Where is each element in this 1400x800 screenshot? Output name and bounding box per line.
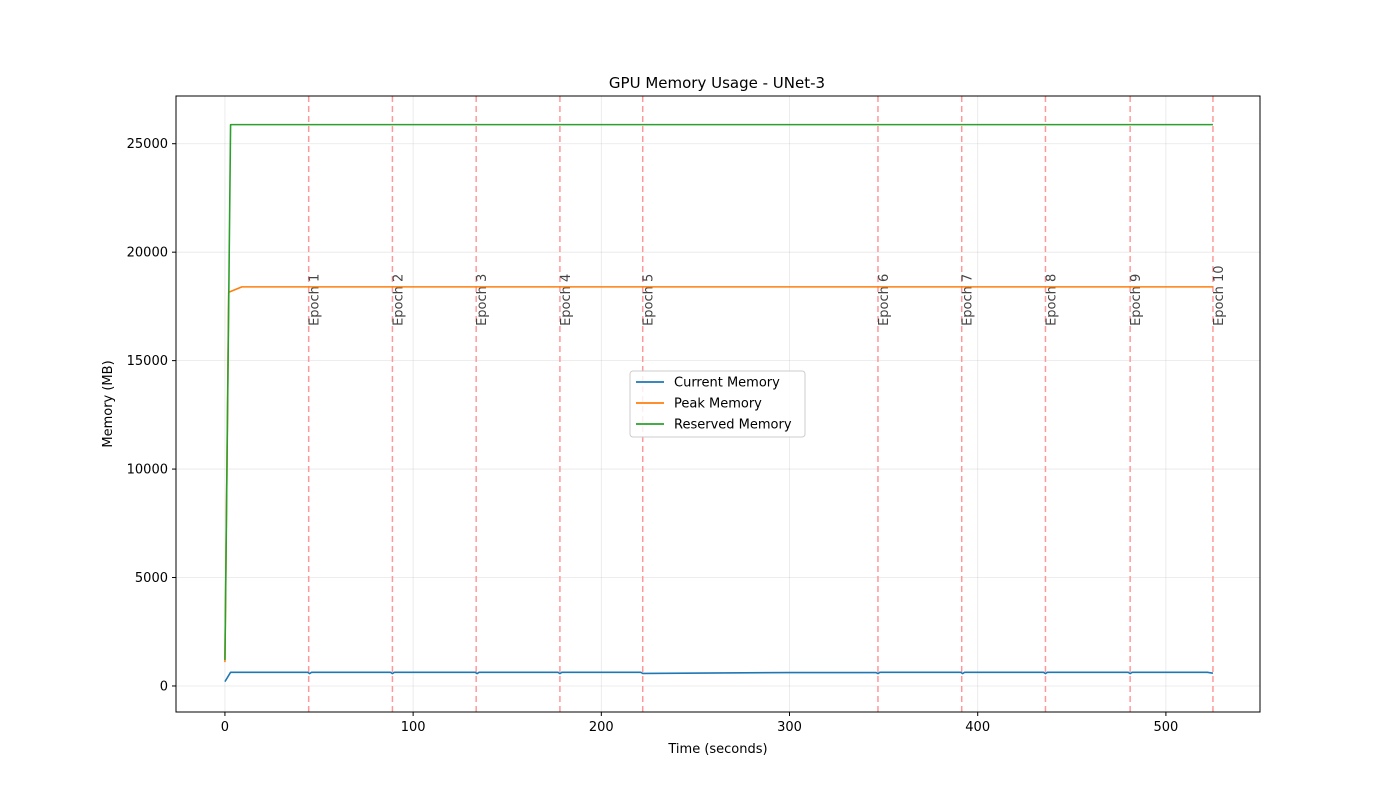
series-line-reserved-memory	[224, 123, 1213, 660]
epoch-label: Epoch 6	[877, 274, 892, 326]
y-tick-label: 15000	[127, 354, 168, 369]
x-tick-label: 500	[1153, 720, 1178, 735]
chart-title: GPU Memory Usage - UNet-3	[609, 74, 825, 92]
tick-layer: 0 100 200 300 400 500050001000015000200002500…	[127, 137, 1179, 735]
x-axis-label: Time (seconds)	[667, 742, 767, 757]
epoch-label: Epoch 8	[1044, 274, 1059, 326]
epoch-label: Epoch 10	[1212, 265, 1227, 325]
x-tick-label: 200	[589, 720, 614, 735]
series-line-current-memory	[224, 671, 1214, 683]
epoch-label: Epoch 9	[1129, 274, 1144, 326]
epoch-label: Epoch 7	[961, 274, 976, 326]
series-layer	[224, 123, 1214, 683]
legend-box	[629, 370, 806, 438]
epoch-label: Epoch 1	[308, 274, 323, 326]
y-tick-label: 25000	[127, 137, 168, 152]
y-tick-label: 20000	[127, 246, 168, 261]
epoch-label: Epoch 4	[559, 274, 574, 326]
y-axis-label: Memory (MB)	[101, 360, 116, 447]
legend-label: Current Memory	[674, 376, 780, 391]
legend-label: Peak Memory	[674, 397, 762, 412]
y-tick-label: 5000	[135, 571, 168, 586]
plot-frame	[175, 95, 1261, 713]
y-tick-label: 0	[160, 679, 168, 694]
x-tick-label: 0	[221, 720, 229, 735]
x-tick-label: 300	[777, 720, 802, 735]
epoch-label: Epoch 3	[475, 274, 490, 326]
epoch-label: Epoch 2	[391, 274, 406, 326]
legend: Current Memory Peak Memory Reserved Memory	[629, 370, 806, 438]
legend-label: Reserved Memory	[674, 418, 792, 433]
y-tick-label: 10000	[127, 463, 168, 478]
x-tick-label: 100	[401, 720, 426, 735]
epoch-label: Epoch 5	[642, 274, 657, 326]
x-tick-label: 400	[965, 720, 990, 735]
grid-layer	[176, 96, 1260, 712]
series-line-peak-memory	[224, 286, 1213, 663]
